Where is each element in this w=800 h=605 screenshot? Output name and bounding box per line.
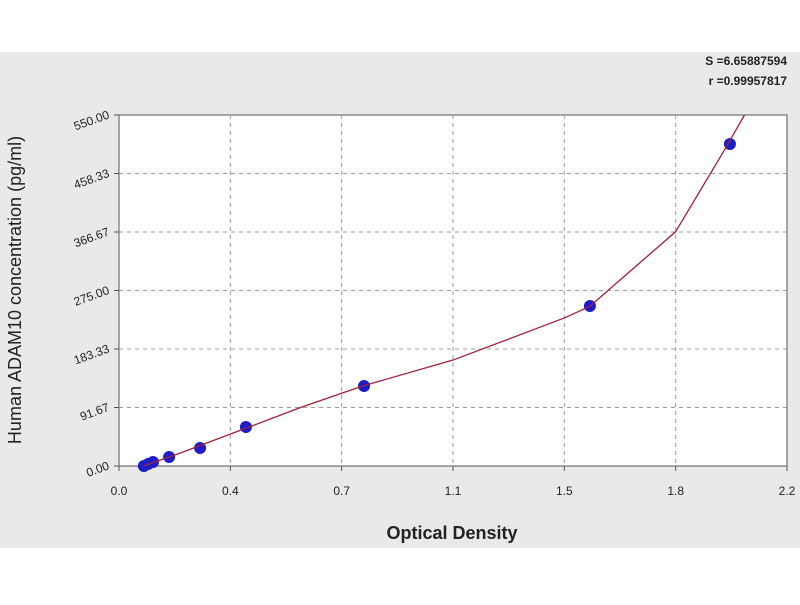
x-tick-label: 0.7 — [333, 484, 350, 498]
annotation: r =0.99957817 — [709, 74, 788, 88]
annotation: S =6.65887594 — [705, 54, 787, 68]
x-tick-label: 1.8 — [667, 484, 684, 498]
y-axis-title: Human ADAM10 concentration (pg/ml) — [5, 136, 25, 444]
x-tick-label: 2.2 — [779, 484, 796, 498]
fit-curve — [143, 114, 746, 467]
x-tick-label: 0.0 — [111, 484, 128, 498]
x-tick-label: 1.1 — [445, 484, 462, 498]
x-tick-label: 1.5 — [556, 484, 573, 498]
x-tick-label: 0.4 — [222, 484, 239, 498]
x-axis-title: Optical Density — [386, 523, 517, 543]
